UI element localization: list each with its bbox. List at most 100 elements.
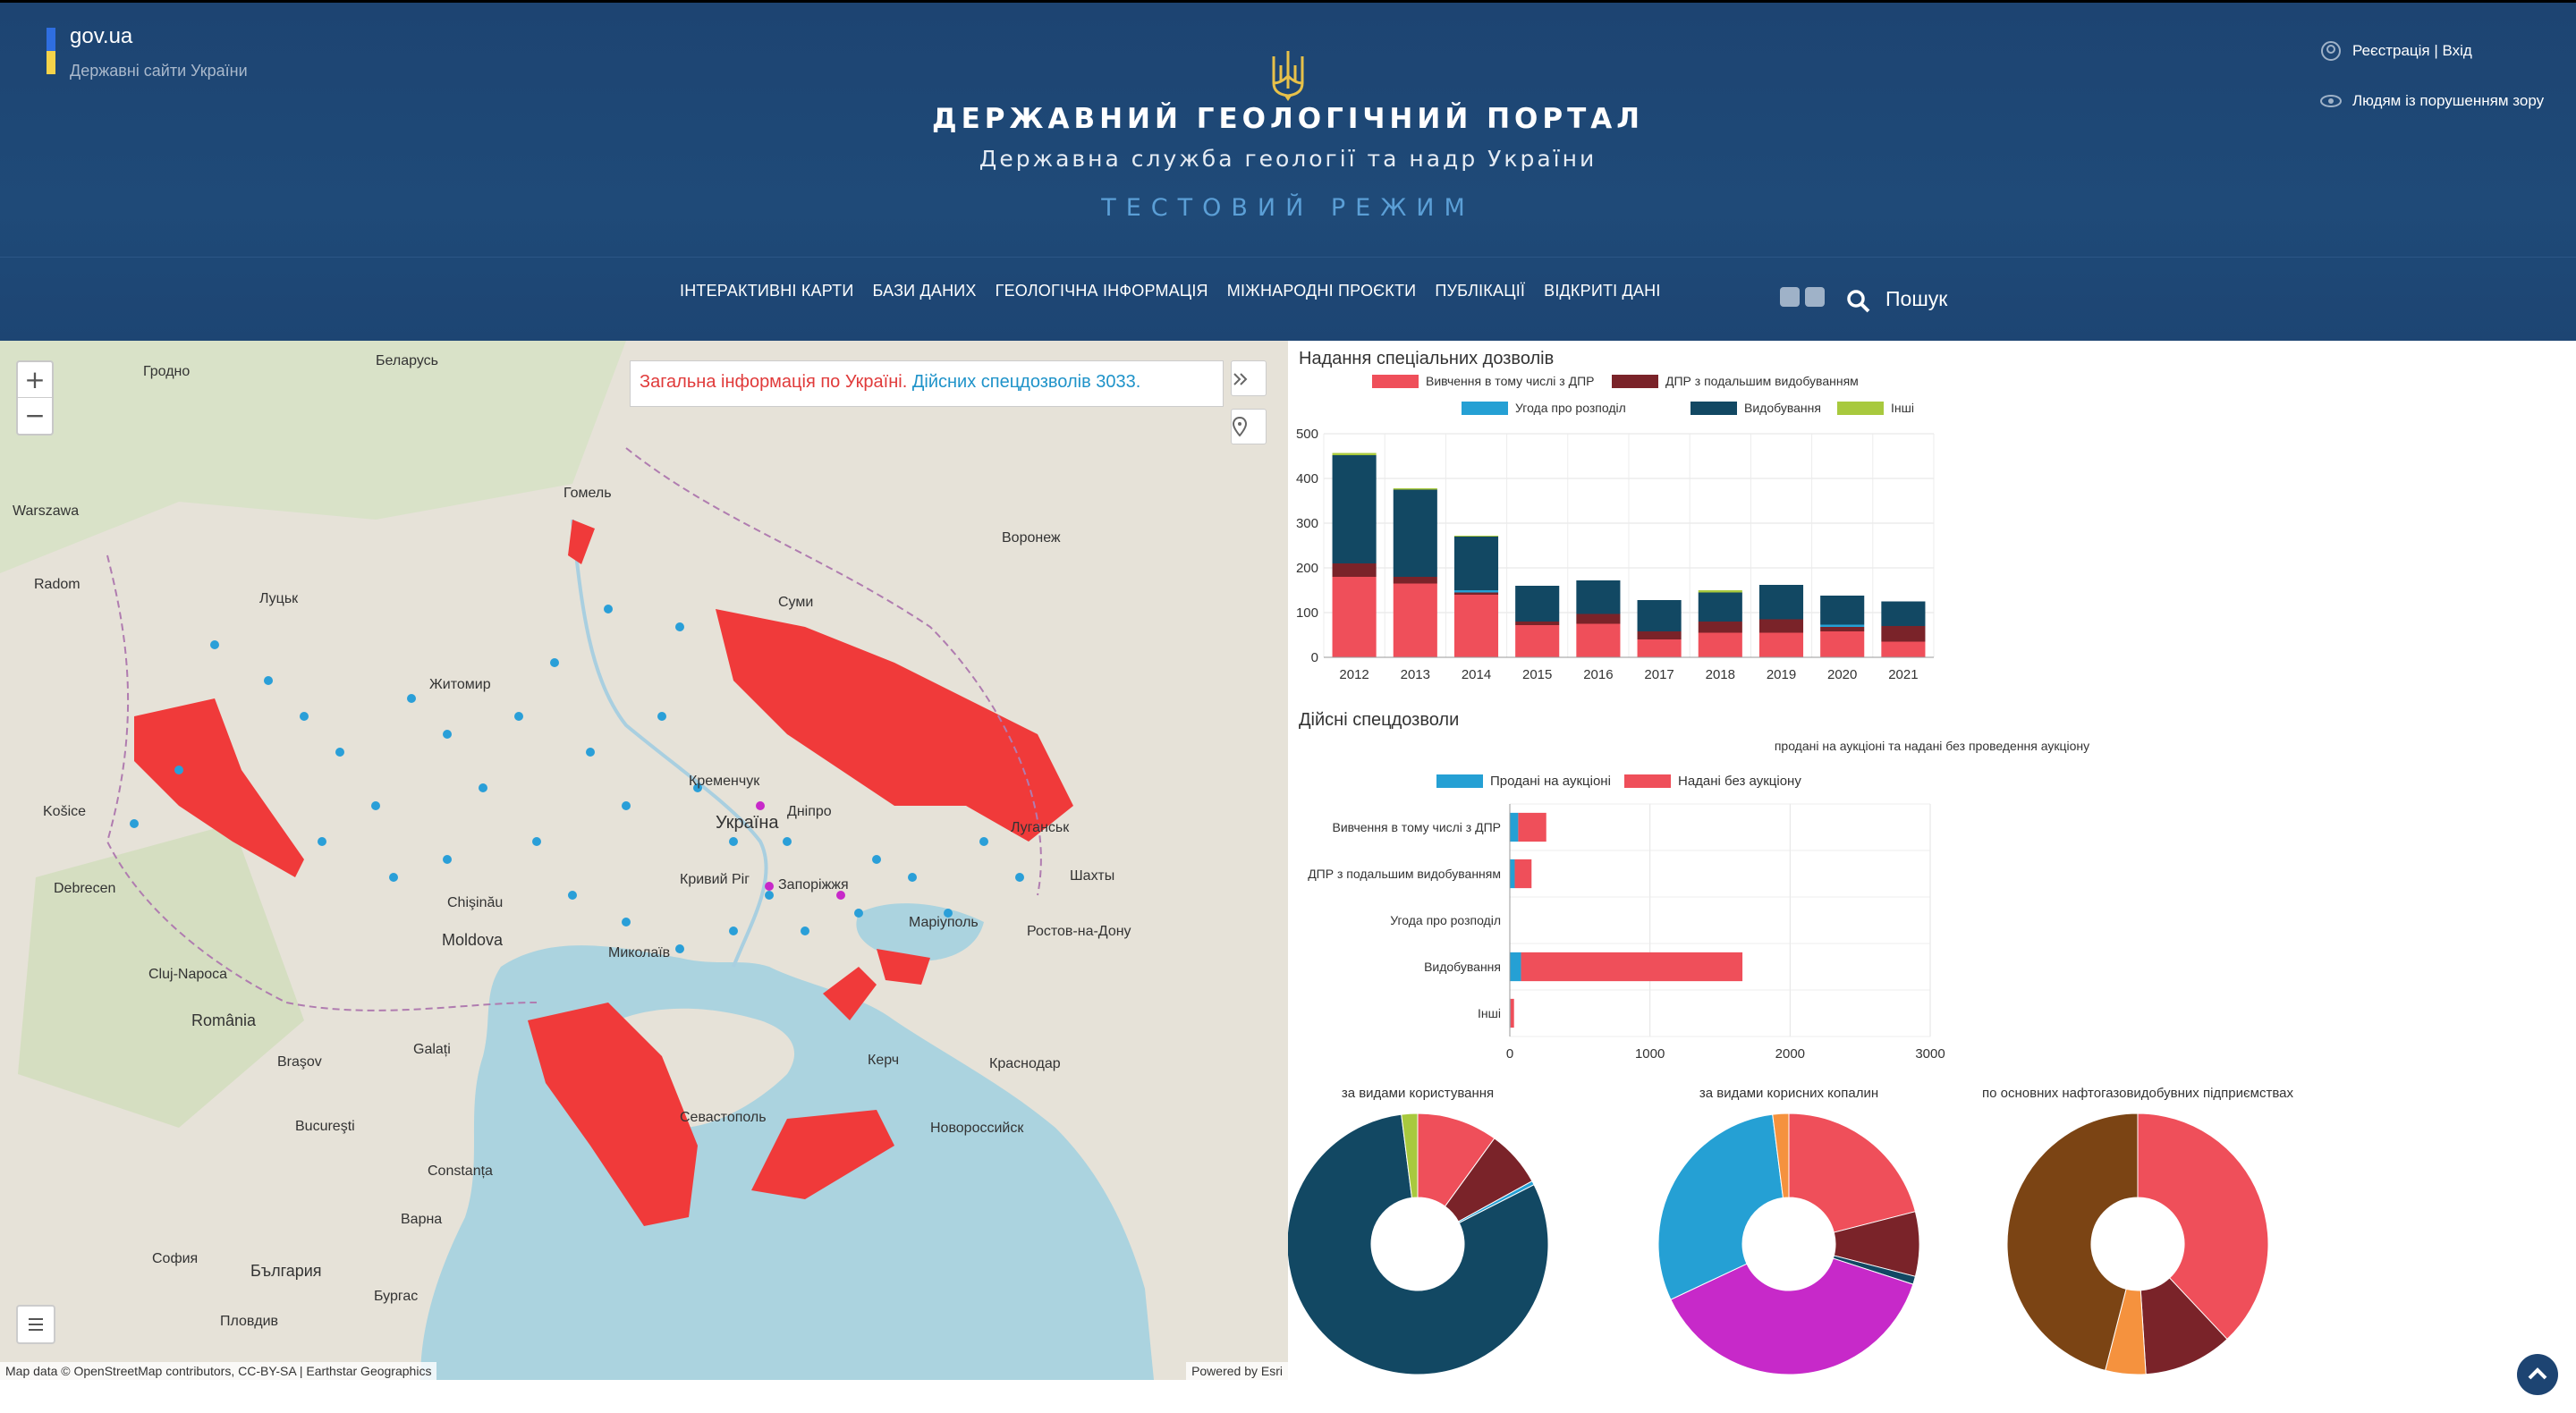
pie-slice	[2140, 1277, 2228, 1375]
bar-segment	[1453, 595, 1499, 657]
x-tick-label: 2016	[1583, 667, 1613, 682]
facebook-icon[interactable]	[1805, 287, 1825, 307]
portal-title: ДЕРЖАВНИЙ ГЕОЛОГІЧНИЙ ПОРТАЛ	[932, 103, 1644, 135]
govua-subtitle: Державні сайти України	[70, 62, 248, 80]
map-city-label: Житомир	[429, 677, 491, 692]
map-city-label: Луцьк	[259, 591, 299, 606]
interactive-map[interactable]: Гродно Беларусь Warszawa Гомель Луцьк Жи…	[0, 341, 1288, 1380]
nav-geological-info[interactable]: ГЕОЛОГІЧНА ІНФОРМАЦІЯ	[995, 282, 1208, 300]
trident-icon	[1272, 51, 1304, 101]
search-icon[interactable]	[1846, 289, 1871, 314]
info-general[interactable]: Загальна інформація по Україні.	[640, 372, 908, 392]
scroll-top-button[interactable]	[2517, 1354, 2558, 1395]
nav-databases[interactable]: БАЗИ ДАНИХ	[872, 282, 977, 300]
nav-international-projects[interactable]: МІЖНАРОДНІ ПРОЄКТИ	[1226, 282, 1417, 300]
youtube-icon[interactable]	[1780, 287, 1800, 307]
map-city-label: Košice	[43, 804, 87, 819]
map-city-label: Constanța	[428, 1163, 493, 1179]
legend-swatch	[1837, 402, 1884, 415]
login-link[interactable]: Реєстрація | Вхід	[2320, 40, 2544, 62]
bar-segment	[1453, 592, 1499, 595]
map-canvas[interactable]	[0, 341, 1288, 1380]
map-city-label: Дніпро	[787, 804, 832, 819]
map-city-label: Краснодар	[989, 1056, 1061, 1071]
esri-attribution[interactable]: Powered by Esri	[1186, 1362, 1288, 1380]
map-info-box: Загальна інформація по Україні. Дійсних …	[630, 360, 1224, 407]
map-city-label: Braşov	[277, 1054, 322, 1070]
y-tick-label: 300	[1296, 516, 1318, 531]
legend-label: Вивчення в тому числі з ДПР	[1426, 374, 1595, 388]
pie-slice	[2006, 1113, 2139, 1372]
x-tick-label: 2019	[1767, 667, 1796, 682]
pie-slice	[1670, 1257, 1914, 1375]
info-licenses-count[interactable]: Дійсних спецдозволів 3033.	[911, 372, 1141, 392]
legend-label: Продані на аукціоні	[1490, 774, 1611, 789]
map-pin-icon	[1232, 417, 1248, 436]
bar-segment	[1820, 631, 1865, 657]
layers-button[interactable]	[16, 1305, 55, 1344]
licenses-black-sea-2	[751, 1110, 894, 1199]
accessibility-label: Людям із порушенням зору	[2352, 92, 2545, 109]
zoom-in-button[interactable]: +	[18, 362, 52, 398]
y-tick-label: 500	[1296, 427, 1318, 442]
map-city-label: България	[250, 1262, 322, 1280]
legend-label: Видобування	[1744, 401, 1821, 415]
test-mode-label: ТЕСТОВИЙ РЕЖИМ	[1101, 194, 1475, 222]
map-city-label: România	[191, 1011, 257, 1029]
nav-open-data[interactable]: ВІДКРИТІ ДАНІ	[1544, 282, 1661, 300]
map-city-label: Шахты	[1070, 868, 1115, 884]
bar-segment	[1515, 622, 1560, 625]
map-pin-button[interactable]	[1231, 409, 1267, 444]
search-label[interactable]: Пошук	[1885, 287, 1948, 310]
licenses-west	[134, 698, 304, 877]
y-tick-label: 200	[1296, 561, 1318, 576]
map-city-label: Кременчук	[689, 774, 760, 789]
map-city-label: Cluj-Napoca	[148, 967, 228, 982]
map-city-label: Беларусь	[376, 353, 438, 368]
bar-segment	[1637, 639, 1682, 657]
map-city-label: Radom	[34, 577, 80, 592]
x-tick-label: 2013	[1401, 667, 1430, 682]
govua-title: gov.ua	[70, 24, 133, 48]
legend-label: Угода про розподіл	[1515, 401, 1626, 415]
pie-slice	[1788, 1113, 1917, 1233]
nav-publications[interactable]: ПУБЛІКАЦІЇ	[1435, 282, 1526, 300]
map-city-label: Україна	[716, 813, 779, 833]
legend-label: Надані без аукціону	[1678, 774, 1801, 789]
y-tick-label: Угода про розподіл	[1390, 913, 1501, 927]
licenses-east	[716, 609, 1073, 842]
bar-segment	[1393, 583, 1437, 657]
bar-segment	[1453, 536, 1499, 537]
zoom-control: + −	[16, 360, 54, 436]
bar-segment	[1881, 601, 1926, 626]
arrow-up-icon	[2528, 1367, 2547, 1380]
accessibility-link[interactable]: Людям із порушенням зору	[2320, 90, 2544, 112]
legend-swatch	[1462, 402, 1508, 415]
bar-segment	[1758, 619, 1804, 633]
x-tick-label: 0	[1506, 1046, 1513, 1062]
bar-segment	[1576, 623, 1621, 657]
pie-slice	[1657, 1113, 1784, 1300]
expand-panel-button[interactable]	[1231, 360, 1267, 396]
legend-swatch	[1612, 375, 1658, 388]
y-tick-label: 100	[1296, 605, 1318, 621]
map-attribution[interactable]: Map data © OpenStreetMap contributors, C…	[0, 1362, 437, 1380]
govua-link[interactable]: gov.ua Державні сайти України	[47, 24, 248, 80]
map-city-label: Пловдив	[220, 1314, 279, 1329]
forest-area	[0, 341, 626, 573]
chart-title: за видами корисних копалин	[1699, 1086, 1878, 1101]
user-icon	[2321, 41, 2341, 61]
map-city-label: Керч	[868, 1053, 900, 1068]
zoom-out-button[interactable]: −	[24, 401, 46, 430]
map-city-label: Galați	[413, 1042, 451, 1057]
bar-segment	[1820, 627, 1865, 631]
bar-segment	[1881, 626, 1926, 642]
bar-segment	[1510, 859, 1515, 889]
bar-segment	[1637, 631, 1682, 639]
legend-swatch	[1624, 774, 1671, 788]
nav-interactive-maps[interactable]: ІНТЕРАКТИВНІ КАРТИ	[680, 282, 854, 300]
bar-segment	[1758, 585, 1804, 620]
bar-segment	[1698, 622, 1742, 633]
licenses-azov	[823, 967, 877, 1020]
bar-segment	[1576, 613, 1621, 624]
